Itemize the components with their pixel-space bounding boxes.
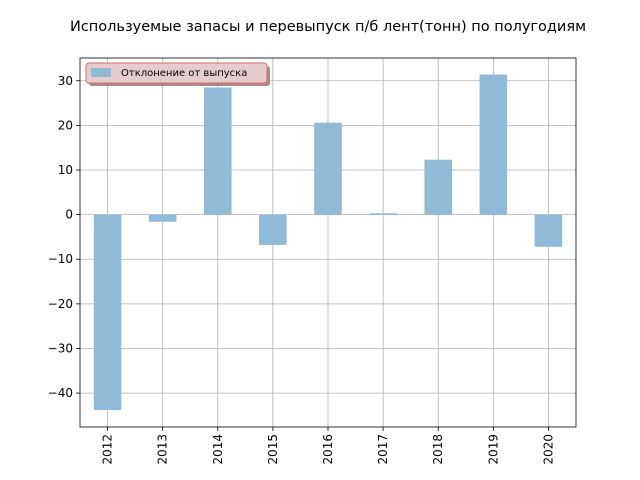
y-tick-label: 20 xyxy=(58,118,73,132)
bar xyxy=(534,214,563,247)
legend-label: Отклонение от выпуска xyxy=(121,68,247,79)
bar xyxy=(259,214,287,245)
bar xyxy=(93,214,122,411)
bar xyxy=(148,214,177,222)
y-tick-label: −20 xyxy=(48,297,73,311)
y-tick-label: −40 xyxy=(48,386,73,400)
bar-series xyxy=(93,74,563,411)
bar xyxy=(479,74,508,215)
x-tick-label: 2013 xyxy=(156,434,170,465)
legend-box xyxy=(85,62,268,84)
x-tick-label: 2016 xyxy=(321,434,335,465)
x-tick-label: 2015 xyxy=(266,434,280,465)
x-tick-label: 2017 xyxy=(376,434,390,465)
legend: Отклонение от выпуска xyxy=(85,62,270,86)
bar xyxy=(204,87,232,215)
x-tick-label: 2020 xyxy=(541,434,555,465)
chart-title: Используемые запасы и перевыпуск п/б лен… xyxy=(70,19,586,35)
y-tick-label: −30 xyxy=(48,341,73,355)
bar xyxy=(369,213,397,215)
legend-swatch xyxy=(91,68,111,77)
x-axis: 2012 2013 2014 2015 2016 2017 2018 2019 2020 xyxy=(101,427,555,465)
bar xyxy=(424,159,452,215)
y-tick-label: −10 xyxy=(48,252,73,266)
bar xyxy=(314,122,342,215)
x-tick-label: 2019 xyxy=(486,434,500,465)
y-tick-label: 0 xyxy=(65,208,73,222)
y-tick-label: 10 xyxy=(58,163,73,177)
x-tick-label: 2012 xyxy=(101,434,115,465)
x-tick-label: 2014 xyxy=(211,434,225,465)
x-tick-label: 2018 xyxy=(431,434,445,465)
y-axis: −40 −30 −20 −10 0 10 20 30 xyxy=(48,74,80,400)
y-tick-label: 30 xyxy=(58,74,73,88)
